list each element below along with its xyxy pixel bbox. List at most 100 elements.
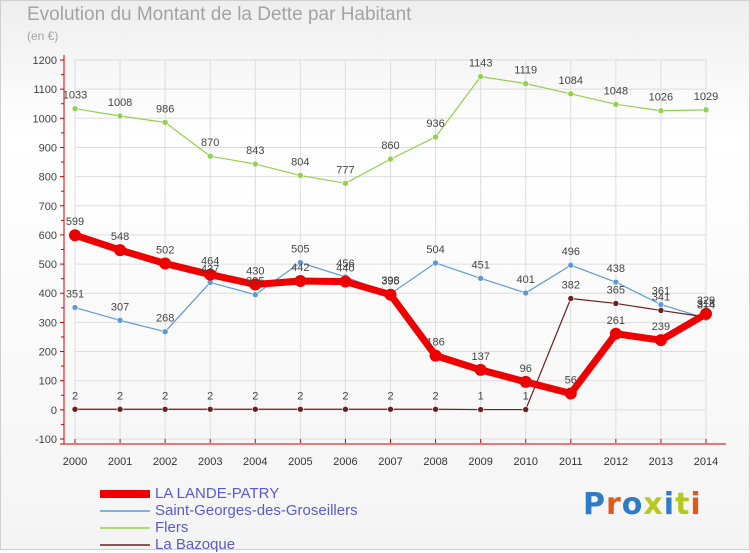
logo-letter: t [675, 487, 691, 522]
data-label: 2 [342, 390, 348, 402]
chart-title: Evolution du Montant de la Dette par Hab… [27, 4, 412, 25]
data-point [159, 257, 172, 270]
data-label: 318 [697, 298, 715, 310]
y-tick-label: -100 [35, 434, 57, 446]
y-tick-label: 700 [39, 201, 57, 213]
x-tick-label: 2001 [108, 456, 132, 468]
data-point [161, 119, 169, 126]
data-label: 2 [387, 390, 393, 402]
data-label: 365 [607, 284, 625, 296]
data-labels-layer: 1033 1008 986 870 843 804 777 860 936 1143 1119 108… [63, 58, 718, 403]
data-label: 307 [111, 301, 129, 313]
logo-letter: x [643, 487, 664, 522]
data-point [519, 375, 532, 388]
data-label: 395 [246, 276, 264, 288]
data-label: 843 [246, 145, 264, 157]
data-label: 2 [297, 390, 303, 402]
data-point [251, 160, 259, 168]
data-label: 1008 [108, 97, 132, 109]
data-point [432, 405, 439, 413]
data-point [206, 405, 214, 413]
data-point [294, 274, 307, 287]
data-point [612, 300, 620, 307]
data-label: 464 [201, 256, 219, 268]
legend-swatch [100, 510, 150, 512]
data-label: 936 [426, 118, 444, 130]
data-point [387, 405, 394, 413]
y-tick-label: 900 [39, 142, 57, 154]
x-tick-label: 2010 [513, 456, 537, 468]
data-point [206, 152, 214, 160]
data-label: 329 [697, 295, 715, 307]
data-label: 870 [201, 137, 219, 149]
data-point [387, 155, 394, 163]
data-point [477, 406, 484, 413]
data-label: 1048 [604, 85, 628, 97]
data-point [297, 405, 304, 413]
data-label: 1 [478, 391, 484, 403]
data-label: 442 [291, 262, 309, 274]
data-label: 268 [156, 313, 174, 325]
data-label: 1026 [649, 92, 673, 104]
data-label: 2 [433, 390, 439, 402]
data-label: 1084 [559, 75, 583, 87]
y-tick-label: 100 [39, 376, 57, 388]
data-point [700, 307, 712, 320]
data-label: 2 [162, 390, 168, 402]
data-point [297, 172, 304, 179]
data-point [612, 278, 620, 286]
x-tick-label: 2009 [468, 456, 492, 468]
data-point [251, 291, 259, 298]
data-label: 1033 [63, 90, 87, 102]
x-tick-label: 2004 [243, 456, 267, 468]
data-point [339, 275, 352, 288]
data-point [297, 259, 304, 266]
series-layer [69, 73, 712, 413]
logo-letter: r [606, 487, 622, 522]
data-point [567, 295, 575, 302]
data-label: 56 [565, 375, 577, 387]
data-label: 599 [66, 216, 84, 228]
legend-label: La Bazoque [155, 536, 236, 553]
legend-swatch [100, 544, 150, 546]
data-point [342, 180, 349, 187]
data-label: 398 [381, 275, 399, 287]
data-label: 1143 [469, 58, 493, 70]
data-point [251, 405, 259, 413]
data-label: 456 [336, 258, 354, 270]
x-tick-label: 2002 [153, 456, 177, 468]
data-label: 341 [652, 291, 670, 303]
data-label: 502 [156, 244, 174, 256]
data-point [116, 112, 124, 120]
data-point [522, 289, 530, 297]
data-point [384, 288, 397, 301]
y-tick-label: 200 [39, 347, 57, 359]
y-tick-label: 1100 [33, 84, 57, 96]
data-point [71, 304, 79, 311]
data-point [657, 307, 665, 314]
logo-letter: i [663, 487, 676, 522]
data-label: 437 [201, 263, 219, 275]
data-point [522, 80, 530, 87]
x-tick-label: 2012 [604, 456, 628, 468]
data-label: 261 [607, 315, 625, 327]
x-tick-label: 2011 [559, 456, 583, 468]
data-label: 1 [523, 391, 529, 403]
data-point [432, 133, 439, 141]
data-point [477, 275, 484, 282]
data-label: 351 [66, 289, 84, 301]
data-point [474, 363, 487, 376]
data-point [654, 334, 667, 347]
logo-letter: i [690, 487, 702, 522]
data-label: 2 [117, 390, 123, 402]
data-label: 137 [471, 351, 489, 363]
data-label: 314 [697, 299, 715, 311]
x-tick-label: 2005 [288, 456, 312, 468]
data-label: 395 [381, 276, 399, 288]
data-label: 440 [336, 263, 354, 275]
x-tick-label: 2013 [649, 456, 673, 468]
data-point [522, 406, 530, 413]
data-point [204, 268, 217, 281]
